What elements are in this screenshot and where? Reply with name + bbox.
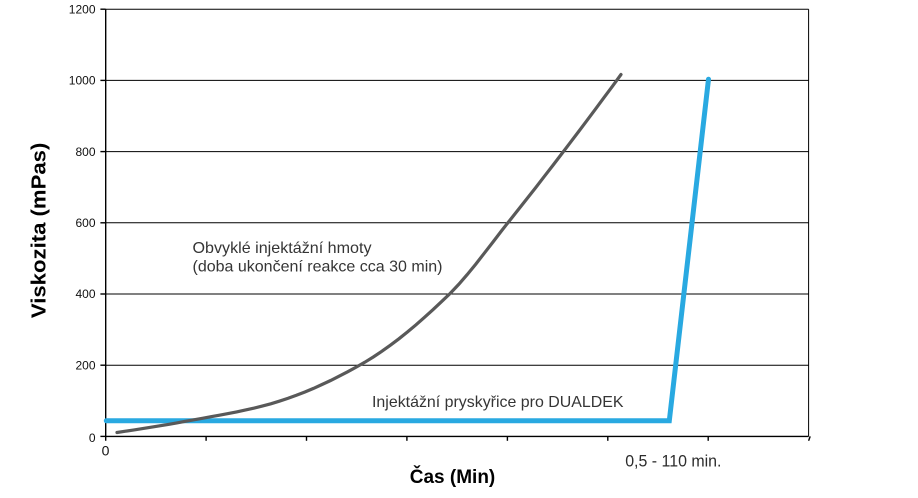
svg-text:Čas (Min): Čas (Min) xyxy=(410,466,496,488)
svg-text:Obvyklé injektážní hmoty: Obvyklé injektážní hmoty xyxy=(193,240,372,257)
svg-text:1000: 1000 xyxy=(69,74,96,88)
svg-text:(doba ukončení reakce cca 30 m: (doba ukončení reakce cca 30 min) xyxy=(193,259,443,276)
svg-text:0: 0 xyxy=(102,442,110,458)
svg-text:Viskozita (mPas): Viskozita (mPas) xyxy=(28,143,50,319)
svg-text:0,5 - 110 min.: 0,5 - 110 min. xyxy=(625,451,721,470)
svg-text:400: 400 xyxy=(75,287,95,301)
svg-text:0: 0 xyxy=(89,431,96,445)
svg-text:Injektážní pryskyřice pro DUAL: Injektážní pryskyřice pro DUALDEK xyxy=(372,394,624,411)
svg-text:800: 800 xyxy=(75,145,95,159)
svg-text:200: 200 xyxy=(75,358,95,372)
svg-text:600: 600 xyxy=(75,216,95,230)
svg-text:1200: 1200 xyxy=(69,2,96,16)
